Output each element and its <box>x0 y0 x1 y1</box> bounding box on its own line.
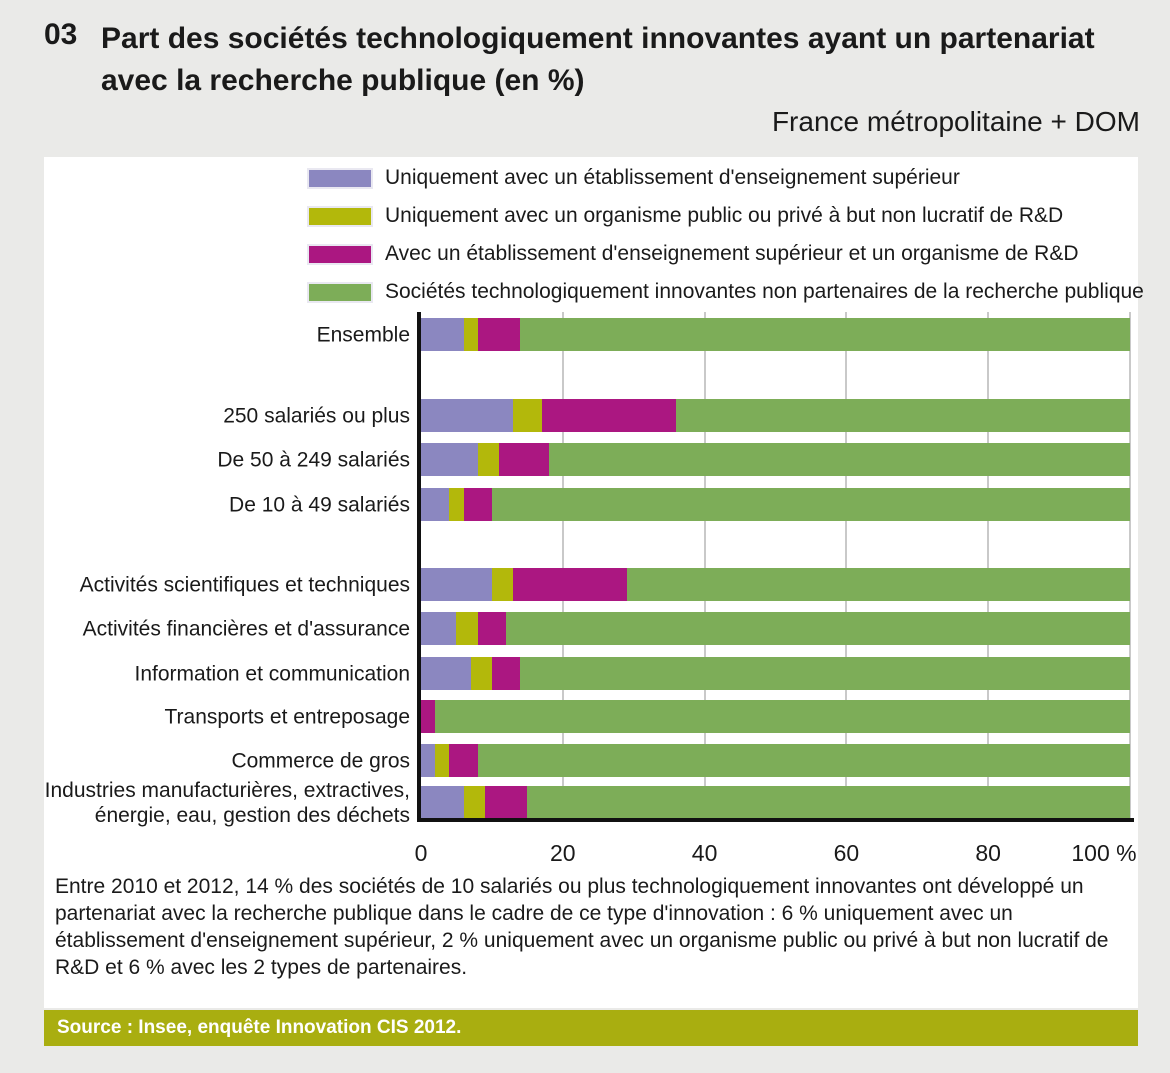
category-label: Ensemble <box>316 323 410 346</box>
category-label: De 50 à 249 salariés <box>217 448 410 471</box>
category-label: Commerce de gros <box>231 749 410 772</box>
bar-segment-series-1 <box>421 657 471 690</box>
legend-label: Uniquement avec un organisme public ou p… <box>385 204 1064 227</box>
bar-segment-series-3 <box>463 488 492 521</box>
bar-segment-series-2 <box>435 744 450 777</box>
source-bar: Source : Insee, enquête Innovation CIS 2… <box>44 1010 1138 1046</box>
x-axis-line <box>417 818 1134 822</box>
bar-segment-series-3 <box>449 744 478 777</box>
plot-area: Ensemble 250 salariés ou plus De 50 à 249 … <box>44 157 1138 1008</box>
gridline-100 <box>1129 312 1131 821</box>
bar-segment-series-2 <box>456 612 478 645</box>
legend-swatch-icon <box>307 282 373 303</box>
geographic-scope-subtitle: France métropolitaine + DOM <box>771 106 1140 137</box>
bar-segment-series-4 <box>527 786 1130 819</box>
legend-label: Sociétés technologiquement innovantes no… <box>385 280 1144 303</box>
bar-segment-series-4 <box>626 568 1130 601</box>
bar-segment-series-1 <box>421 568 492 601</box>
bar-segment-series-3 <box>421 700 436 733</box>
legend-item: Sociétés technologiquement innovantes no… <box>44 280 1144 304</box>
bar-segment-series-1 <box>421 443 478 476</box>
bar-segment-series-2 <box>463 318 478 351</box>
bar-segment-series-3 <box>491 657 521 690</box>
bar-segment-series-2 <box>449 488 464 521</box>
bar-segment-series-3 <box>498 443 549 476</box>
x-tick-label: 60 <box>833 840 860 866</box>
legend-label: Avec un établissement d'enseignement sup… <box>385 242 1079 265</box>
bar-segment-series-2 <box>463 786 485 819</box>
bar-segment-series-3 <box>513 568 627 601</box>
x-tick-label: 0 <box>414 840 428 866</box>
legend-item: Uniquement avec un établissement d'ensei… <box>44 166 1138 190</box>
gridline-20 <box>561 312 564 821</box>
category-label: Transports et entreposage <box>164 705 410 728</box>
bar-segment-series-2 <box>491 568 514 601</box>
caption-text: Entre 2010 et 2012, 14 % des sociétés de… <box>55 875 1109 979</box>
bar-segment-series-1 <box>421 399 514 432</box>
bar-segment-series-4 <box>676 399 1130 432</box>
bar-segment-series-4 <box>520 657 1130 690</box>
bar-segment-series-1 <box>421 488 450 521</box>
category-label: De 10 à 49 salariés <box>229 493 410 516</box>
title-line-1: Part des sociétés technologiquement inno… <box>101 22 1095 55</box>
bar-segment-series-4 <box>548 443 1130 476</box>
category-label: Activités scientifiques et techniques <box>79 573 410 596</box>
bar-segment-series-1 <box>421 786 464 819</box>
bar-segment-series-3 <box>541 399 677 432</box>
x-tick-label: 40 <box>691 840 718 866</box>
bar-segment-series-2 <box>470 657 492 690</box>
legend-item: Uniquement avec un organisme public ou p… <box>44 204 1138 228</box>
bar-segment-series-1 <box>421 318 464 351</box>
x-tick-label: 80 <box>975 840 1001 866</box>
category-label: Industries manufacturières, extractives,… <box>44 778 410 827</box>
gridline-80 <box>987 312 990 821</box>
bar-segment-series-4 <box>477 744 1130 777</box>
chart-panel: Uniquement avec un établissement d'ensei… <box>44 157 1144 1008</box>
bar-segment-series-4 <box>506 612 1130 645</box>
category-label: Activités financières et d'assurance <box>82 617 410 640</box>
bar-segment-series-3 <box>477 318 521 351</box>
legend-label: Uniquement avec un établissement d'ensei… <box>385 166 960 189</box>
x-tick-label: 100 % <box>1071 840 1137 866</box>
bar-segment-series-1 <box>421 612 457 645</box>
category-label: Information et communication <box>134 662 410 685</box>
x-tick-label: 20 <box>550 840 576 866</box>
bar-segment-series-4 <box>435 700 1130 733</box>
bar-segment-series-4 <box>520 318 1130 351</box>
legend-swatch-icon <box>307 244 373 265</box>
title-line-2: avec la recherche publique (en %) <box>101 64 585 97</box>
y-axis-line <box>417 312 421 822</box>
legend-swatch-icon <box>307 206 373 227</box>
legend-item: Avec un établissement d'enseignement sup… <box>44 242 1138 266</box>
bar-segment-series-3 <box>477 612 507 645</box>
bar-segment-series-1 <box>421 744 436 777</box>
legend-swatch-icon <box>307 168 373 189</box>
source-text: Source : Insee, enquête Innovation CIS 2… <box>57 1017 462 1038</box>
gridline-40 <box>703 312 706 821</box>
category-label: 250 salariés ou plus <box>223 404 410 427</box>
figure-number: 03 <box>44 18 78 51</box>
chart-title: Part des sociétés technologiquement inno… <box>101 18 1141 102</box>
bar-segment-series-3 <box>484 786 528 819</box>
bar-segment-series-2 <box>513 399 542 432</box>
bar-segment-series-4 <box>491 488 1130 521</box>
bar-segment-series-2 <box>477 443 499 476</box>
gridline-60 <box>845 312 848 821</box>
